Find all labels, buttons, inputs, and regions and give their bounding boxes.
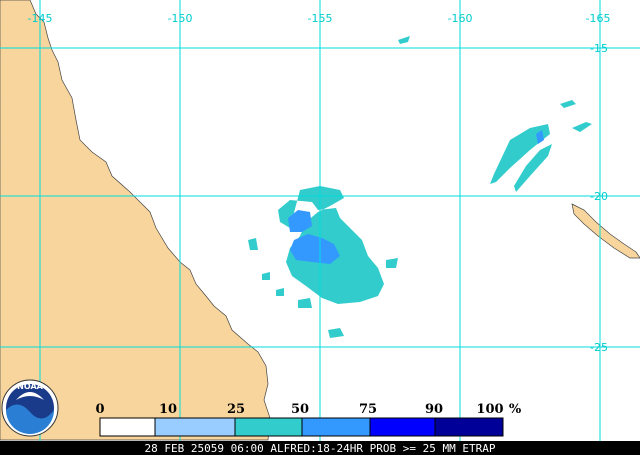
legend-label: 90 [425,402,443,417]
longitude-label: -155 [308,12,333,25]
legend-swatch [369,417,436,437]
land-new-caledonia [571,203,640,259]
legend-label: 25 [227,402,245,417]
footer-bar [0,441,640,455]
prob-area-high [288,210,312,232]
legend-swatch [234,417,303,437]
prob-area [298,298,312,308]
logo-text: NOAA [17,382,43,391]
noaa-logo: NOAA [1,379,59,437]
prob-area [572,122,592,132]
legend-swatch [99,417,156,437]
longitude-label: -160 [448,12,473,25]
legend-unit: % [509,402,522,417]
footer-text: 28 FEB 25059 06:00 ALFRED:18-24HR PROB >… [145,442,496,455]
logo-wave [6,404,54,434]
legend-label: 100 [476,402,503,417]
prob-area [386,258,398,268]
prob-area-high [290,234,340,264]
land-australia [0,0,271,441]
latitude-label: -20 [590,190,608,203]
high-probability-areas [288,130,544,264]
latitude-label: -15 [590,42,608,55]
prob-area [398,36,410,44]
legend-swatch [434,417,504,437]
legend-label: 50 [291,402,309,417]
latitude-label: -25 [590,341,608,354]
legend-swatch [301,417,371,437]
legend-swatch [154,417,236,437]
prob-area-high [536,130,544,144]
legend-label: 75 [359,402,377,417]
legend: 0 10 25 50 75 90 100 % [95,402,522,437]
prob-area [560,100,576,108]
prob-area [262,272,270,280]
prob-area [328,328,344,338]
longitude-label: -150 [168,12,193,25]
prob-area [490,124,550,184]
longitude-label: -165 [586,12,611,25]
prob-area [248,238,258,250]
graticule [0,0,640,441]
longitude-label: -145 [28,12,53,25]
prob-area [276,288,284,296]
legend-label: 0 [95,402,104,417]
prob-area [514,144,552,192]
legend-label: 10 [159,402,177,417]
logo-bird [16,392,44,400]
